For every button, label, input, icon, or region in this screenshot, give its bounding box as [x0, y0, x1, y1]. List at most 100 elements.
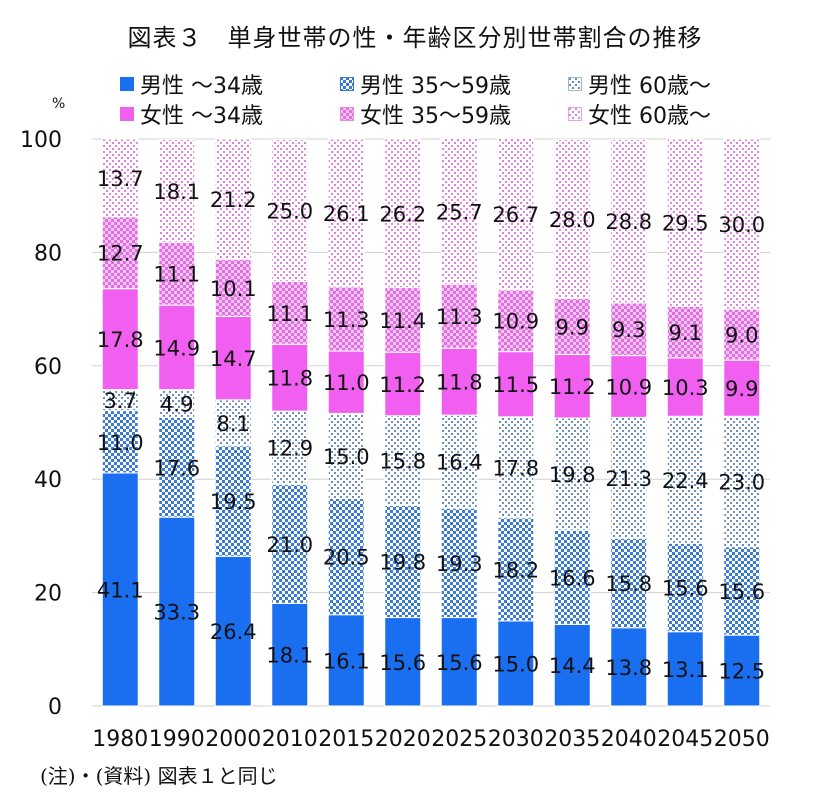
bar-segment	[158, 304, 196, 391]
bar-segment	[158, 139, 196, 243]
data-label: 10.9	[492, 310, 539, 334]
legend-label-female-60: 女性 60歳～	[588, 104, 711, 129]
data-label: 25.0	[266, 199, 313, 223]
bar-segment	[327, 286, 365, 352]
legend-swatch-female-35-59	[340, 107, 354, 121]
x-tick-label: 2040	[601, 727, 657, 752]
data-label: 17.8	[97, 328, 144, 352]
data-label: 14.9	[153, 336, 200, 360]
y-axis-unit: %	[52, 96, 66, 112]
data-label: 14.7	[210, 347, 257, 371]
bar-segment	[214, 138, 252, 260]
data-label: 11.3	[436, 305, 483, 329]
legend-item-female-u34: 女性 ～34歳	[120, 98, 263, 130]
legend-item-male-35-59: 男性 35～59歳	[340, 68, 511, 100]
legend-item-male-u34: 男性 ～34歳	[120, 68, 263, 100]
data-label: 11.2	[549, 375, 596, 399]
data-label: 22.4	[662, 469, 709, 493]
data-label: 9.0	[725, 324, 758, 348]
bar-segment	[214, 258, 252, 317]
bar-segment	[723, 634, 761, 707]
data-label: 13.7	[97, 167, 144, 191]
data-label: 30.0	[718, 213, 765, 237]
bar-segment	[214, 315, 252, 401]
data-label: 11.4	[379, 309, 426, 333]
bar-segment	[610, 416, 648, 539]
bar-segment	[101, 138, 139, 218]
x-tick-label: 2050	[714, 727, 770, 752]
data-label: 15.0	[492, 652, 539, 676]
bar-segment	[723, 359, 761, 417]
bar-segment	[271, 410, 309, 485]
data-label: 26.1	[323, 202, 370, 226]
bar-segment	[384, 138, 422, 289]
data-label: 9.3	[612, 318, 645, 342]
legend-label-male-u34: 男性 ～34歳	[140, 74, 263, 99]
data-label: 19.8	[379, 550, 426, 574]
data-label: 26.7	[492, 203, 539, 227]
legend-swatch-female-60	[568, 107, 582, 121]
bar-segment	[497, 416, 535, 519]
data-label: 18.2	[492, 558, 539, 582]
legend-item-male-60: 男性 60歳～	[568, 68, 711, 100]
bar-segment	[101, 216, 139, 290]
data-label: 11.5	[492, 373, 539, 397]
y-tick-label: 20	[34, 582, 62, 607]
bar-segment	[271, 602, 309, 707]
data-label: 26.2	[379, 202, 426, 226]
bar-segment	[666, 631, 704, 707]
legend-item-female-60: 女性 60歳～	[568, 98, 711, 130]
data-label: 15.8	[379, 449, 426, 473]
bar-segment	[553, 297, 591, 355]
legend-label-male-35-59: 男性 35～59歳	[360, 74, 511, 99]
bar-segment	[327, 497, 365, 616]
y-tick-label: 60	[34, 355, 62, 380]
data-label: 19.8	[549, 463, 596, 487]
data-label: 18.1	[266, 644, 313, 668]
data-label: 12.9	[266, 437, 313, 461]
legend-label-female-u34: 女性 ～34歳	[140, 104, 263, 129]
data-label: 10.1	[210, 277, 257, 301]
bar-segment	[610, 537, 648, 629]
bar-segment	[440, 507, 478, 619]
x-tick-label: 2045	[657, 727, 713, 752]
bar-segment	[610, 627, 648, 707]
legend-item-female-35-59: 女性 35～59歳	[340, 98, 511, 130]
bar-segment	[610, 139, 648, 304]
data-label: 21.2	[210, 188, 257, 212]
bar-segment	[271, 343, 309, 412]
data-label: 28.0	[549, 208, 596, 232]
data-label: 9.9	[725, 377, 758, 401]
x-tick-label: 1990	[149, 727, 205, 752]
data-label: 8.1	[217, 412, 250, 436]
bar-segment	[723, 546, 761, 636]
data-label: 12.7	[97, 242, 144, 266]
bar-segment	[214, 555, 252, 707]
legend-swatch-male-u34	[120, 77, 134, 91]
data-label: 11.1	[266, 302, 313, 326]
x-tick-label: 2000	[205, 727, 261, 752]
data-label: 15.6	[662, 576, 709, 600]
data-label: 16.6	[549, 566, 596, 590]
bar-segment	[666, 305, 704, 359]
x-tick-label: 2020	[375, 727, 431, 752]
data-label: 41.1	[97, 578, 144, 602]
data-label: 11.0	[97, 431, 144, 455]
bar-segment	[666, 138, 704, 307]
legend-swatch-male-35-59	[340, 77, 354, 91]
data-label: 15.6	[436, 651, 483, 675]
bar-segment	[723, 415, 761, 548]
bar-segment	[666, 542, 704, 633]
x-tick-label: 2035	[544, 727, 600, 752]
bar-segment	[553, 623, 591, 707]
bar-segment	[384, 617, 422, 707]
y-tick-label: 0	[48, 695, 62, 720]
data-label: 21.3	[605, 467, 652, 491]
legend-label-male-60: 男性 60歳～	[588, 74, 711, 99]
bar-segment	[440, 414, 478, 509]
data-label: 11.2	[379, 373, 426, 397]
data-label: 26.4	[210, 620, 257, 644]
data-label: 11.1	[153, 263, 200, 287]
bar-segment	[327, 138, 365, 288]
data-label: 33.3	[153, 601, 200, 625]
